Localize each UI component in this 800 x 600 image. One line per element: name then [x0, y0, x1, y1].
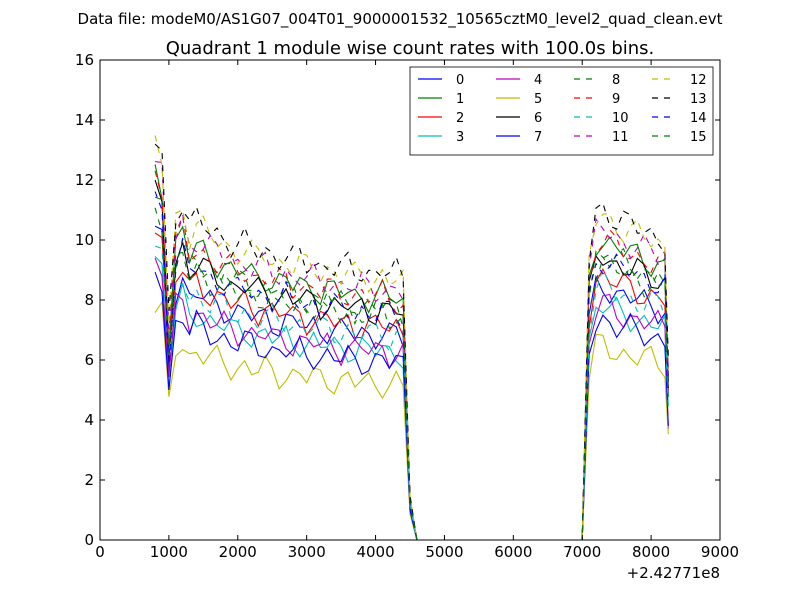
- legend-entry-label: 1: [456, 92, 464, 107]
- series-line-7: [154, 272, 669, 541]
- chart-title: Quadrant 1 module wise count rates with …: [166, 38, 655, 59]
- legend-entry-label: 15: [690, 130, 707, 145]
- legend-entry-label: 3: [456, 130, 464, 145]
- legend-entry-label: 6: [534, 111, 542, 126]
- series-line-3: [154, 256, 669, 541]
- legend-entry-label: 14: [690, 111, 707, 126]
- legend-entry-label: 2: [456, 111, 464, 126]
- x-tick-label: 5000: [425, 543, 463, 561]
- series-line-13: [154, 143, 669, 541]
- legend-entry-label: 11: [612, 130, 629, 145]
- legend-entry-label: 7: [534, 130, 542, 145]
- legend-box: [409, 66, 714, 156]
- x-offset-label: +2.42771e8: [627, 564, 720, 582]
- y-tick-label: 10: [75, 231, 94, 249]
- y-tick-label: 6: [84, 351, 94, 369]
- series-line-2: [154, 232, 669, 541]
- x-tick-label: 4000: [356, 543, 394, 561]
- x-tick-label: 2000: [219, 543, 257, 561]
- y-tick-label: 12: [75, 171, 94, 189]
- series-line-12: [154, 135, 669, 541]
- data-file-suptitle: Data file: modeM0/AS1G07_004T01_90000015…: [78, 10, 723, 29]
- x-tick-label: 7000: [563, 543, 601, 561]
- y-tick-label: 14: [75, 111, 94, 129]
- x-tick-label: 9000: [701, 543, 739, 561]
- y-tick-label: 0: [84, 531, 94, 549]
- y-tick-label: 8: [84, 291, 94, 309]
- x-tick-label: 3000: [288, 543, 326, 561]
- legend-entry-label: 12: [690, 73, 707, 88]
- y-tick-label: 4: [84, 411, 94, 429]
- axes: 0 1000 2000 3000 4000 5000 6000 7000 8000 9000 0 2 4…: [75, 51, 739, 561]
- series-lines: [154, 135, 669, 541]
- x-tick-label: 8000: [632, 543, 670, 561]
- legend-entry-label: 10: [612, 111, 629, 126]
- legend-entry-label: 0: [456, 73, 464, 88]
- series-line-9: [154, 170, 669, 541]
- legend-entry-label: 8: [612, 73, 620, 88]
- y-tick-label: 16: [75, 51, 94, 69]
- series-line-6: [154, 179, 669, 541]
- legend-entry-label: 9: [612, 92, 620, 107]
- x-tick-label: 0: [95, 543, 105, 561]
- y-tick-label: 2: [84, 471, 94, 489]
- series-line-11: [155, 161, 669, 541]
- series-line-15: [154, 207, 669, 541]
- legend-entry-label: 4: [534, 73, 542, 88]
- x-tick-label: 1000: [150, 543, 188, 561]
- x-tick-label: 6000: [494, 543, 532, 561]
- series-line-10: [154, 245, 669, 541]
- legend-entry-label: 13: [690, 92, 707, 107]
- series-line-1: [154, 164, 669, 541]
- legend-entry-label: 5: [534, 92, 542, 107]
